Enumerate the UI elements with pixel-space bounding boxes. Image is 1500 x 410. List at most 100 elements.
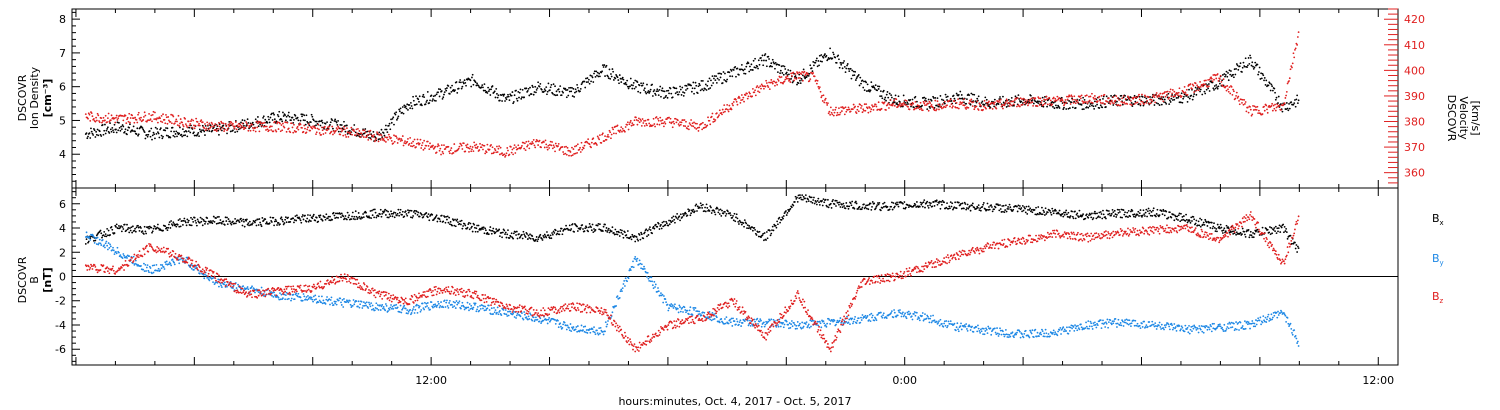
data-point bbox=[966, 207, 968, 209]
data-point bbox=[843, 205, 845, 207]
data-point bbox=[94, 136, 97, 138]
data-point bbox=[103, 129, 106, 132]
data-point bbox=[498, 145, 501, 148]
data-point bbox=[329, 215, 331, 218]
data-point bbox=[389, 128, 392, 131]
data-point bbox=[220, 122, 223, 124]
data-point bbox=[649, 229, 652, 231]
data-point bbox=[969, 100, 972, 103]
data-point bbox=[837, 201, 840, 204]
data-point bbox=[165, 134, 168, 137]
data-point bbox=[687, 208, 690, 211]
data-point bbox=[816, 199, 819, 202]
data-point bbox=[991, 210, 994, 213]
data-point bbox=[653, 123, 656, 125]
data-point bbox=[506, 96, 509, 98]
data-point bbox=[170, 130, 173, 133]
data-point bbox=[128, 126, 131, 129]
data-point bbox=[149, 135, 152, 138]
data-point bbox=[189, 131, 192, 134]
data-point bbox=[848, 108, 851, 111]
data-point bbox=[704, 83, 707, 86]
data-point bbox=[151, 138, 153, 141]
data-point bbox=[708, 210, 711, 212]
data-point bbox=[229, 130, 232, 133]
data-point bbox=[888, 92, 891, 95]
data-point bbox=[458, 81, 461, 84]
data-point bbox=[902, 102, 905, 104]
data-point bbox=[226, 129, 228, 132]
data-point bbox=[97, 134, 100, 137]
data-point bbox=[335, 216, 338, 219]
data-point bbox=[337, 127, 340, 129]
data-point bbox=[499, 146, 502, 149]
data-point bbox=[532, 138, 535, 141]
data-point bbox=[1236, 64, 1239, 67]
data-point bbox=[1164, 95, 1167, 98]
data-point bbox=[119, 129, 122, 132]
data-point bbox=[229, 122, 231, 125]
data-point bbox=[706, 124, 709, 127]
data-point bbox=[1058, 107, 1061, 109]
data-point bbox=[961, 101, 964, 104]
data-point bbox=[1146, 99, 1148, 102]
data-point bbox=[416, 138, 419, 141]
data-point bbox=[923, 96, 926, 99]
data-point bbox=[1020, 104, 1023, 106]
data-point bbox=[588, 143, 591, 146]
data-point bbox=[346, 131, 349, 134]
data-point bbox=[257, 116, 259, 118]
data-point bbox=[245, 219, 248, 222]
data-point bbox=[130, 226, 133, 229]
data-point bbox=[443, 144, 445, 146]
data-point bbox=[667, 224, 670, 227]
data-point bbox=[656, 88, 659, 91]
data-point bbox=[277, 115, 280, 118]
data-point bbox=[866, 107, 869, 110]
data-point bbox=[134, 130, 136, 133]
data-point bbox=[341, 129, 344, 131]
data-point bbox=[949, 201, 952, 204]
data-point bbox=[1006, 207, 1009, 210]
data-point bbox=[144, 137, 147, 140]
data-point bbox=[671, 96, 674, 99]
data-point bbox=[517, 90, 520, 93]
data-point bbox=[368, 136, 370, 139]
data-point bbox=[1255, 108, 1258, 111]
data-point bbox=[324, 122, 327, 125]
data-point bbox=[1063, 214, 1066, 216]
data-point bbox=[471, 76, 473, 79]
data-point bbox=[1256, 63, 1259, 66]
data-point bbox=[877, 85, 879, 88]
data-point bbox=[592, 231, 595, 234]
data-point bbox=[142, 119, 145, 121]
data-point bbox=[765, 231, 768, 233]
data-point bbox=[1180, 95, 1183, 98]
data-point bbox=[621, 229, 623, 232]
data-point bbox=[943, 102, 946, 105]
data-point bbox=[442, 152, 445, 155]
data-point bbox=[598, 228, 601, 231]
data-point bbox=[120, 230, 123, 233]
data-point bbox=[760, 56, 762, 59]
data-point bbox=[930, 103, 933, 106]
data-point bbox=[1249, 105, 1251, 108]
data-point bbox=[921, 109, 924, 112]
data-point bbox=[981, 100, 984, 103]
data-point bbox=[828, 57, 831, 60]
data-point bbox=[396, 137, 398, 139]
data-point bbox=[859, 76, 862, 79]
data-point bbox=[561, 146, 564, 148]
data-point bbox=[1083, 101, 1086, 104]
data-point bbox=[777, 79, 780, 82]
data-point bbox=[851, 69, 854, 72]
data-point bbox=[675, 87, 678, 90]
data-point bbox=[476, 230, 479, 233]
data-point bbox=[444, 87, 447, 90]
data-point bbox=[121, 226, 124, 228]
data-point bbox=[794, 75, 797, 77]
data-point bbox=[326, 217, 329, 220]
data-point bbox=[706, 207, 709, 209]
data-point bbox=[877, 203, 880, 206]
data-point bbox=[871, 201, 874, 203]
